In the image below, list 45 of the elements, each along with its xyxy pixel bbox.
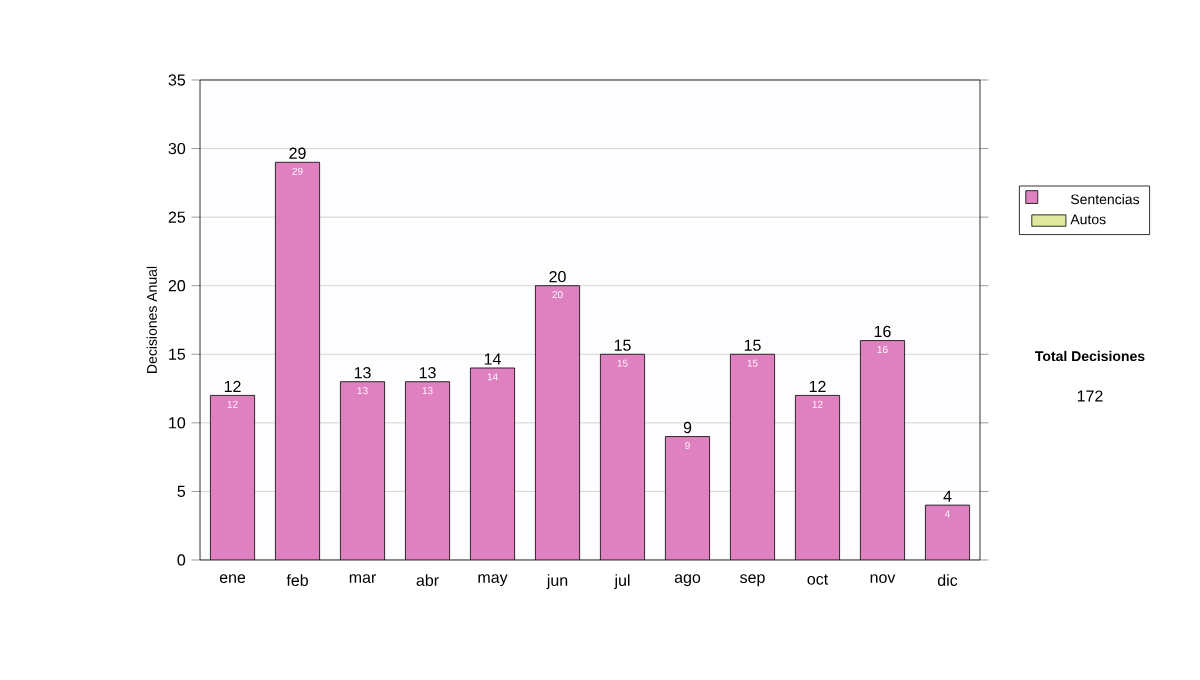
total-label: 12 — [809, 380, 826, 393]
total-label: 29 — [289, 147, 306, 159]
x-tick-label: abr — [416, 574, 439, 586]
total-label: 9 — [683, 421, 692, 434]
y-tick-label: 10 — [169, 417, 186, 429]
total-label: 20 — [549, 270, 566, 283]
bar — [340, 381, 385, 560]
y-tick-label: 15 — [169, 348, 186, 360]
total-label: 12 — [224, 380, 241, 393]
bar — [210, 395, 255, 560]
bar — [665, 436, 710, 560]
y-tick-label: 5 — [177, 485, 186, 497]
total-label: 14 — [484, 353, 501, 365]
x-tick-label: feb — [286, 574, 308, 586]
bar — [470, 367, 515, 560]
total-label: 4 — [943, 490, 952, 502]
total-label: 13 — [354, 366, 371, 379]
text: 172 — [1077, 390, 1103, 402]
bar — [600, 354, 645, 560]
y-tick-label: 20 — [168, 280, 186, 292]
x-tick-label: ene — [219, 574, 246, 584]
y-tick-label: 0 — [177, 554, 186, 566]
bar — [924, 504, 970, 560]
total-label: 13 — [419, 366, 436, 379]
y-tick-label: 25 — [168, 211, 186, 223]
bar — [275, 162, 320, 560]
x-tick-label: mar — [349, 574, 377, 584]
x-tick-label: oct — [807, 574, 829, 585]
total-label: 15 — [744, 339, 761, 351]
total-label: 16 — [874, 325, 891, 338]
y-tick-label: 35 — [168, 74, 186, 86]
x-tick-label: may — [478, 574, 508, 587]
x-tick-label: ago — [674, 574, 701, 587]
bar — [730, 354, 775, 560]
x-tick-label: dic — [937, 574, 958, 586]
x-tick-label: sep — [740, 574, 765, 587]
y-tick-label: 30 — [168, 142, 186, 155]
x-tick-label: jun — [546, 574, 568, 590]
bar — [535, 285, 580, 560]
x-tick-label: jul — [614, 574, 630, 590]
bar — [860, 340, 905, 560]
bar — [795, 395, 840, 560]
x-tick-label: nov — [870, 574, 896, 584]
bar — [405, 381, 450, 560]
total-label: 15 — [614, 339, 631, 351]
